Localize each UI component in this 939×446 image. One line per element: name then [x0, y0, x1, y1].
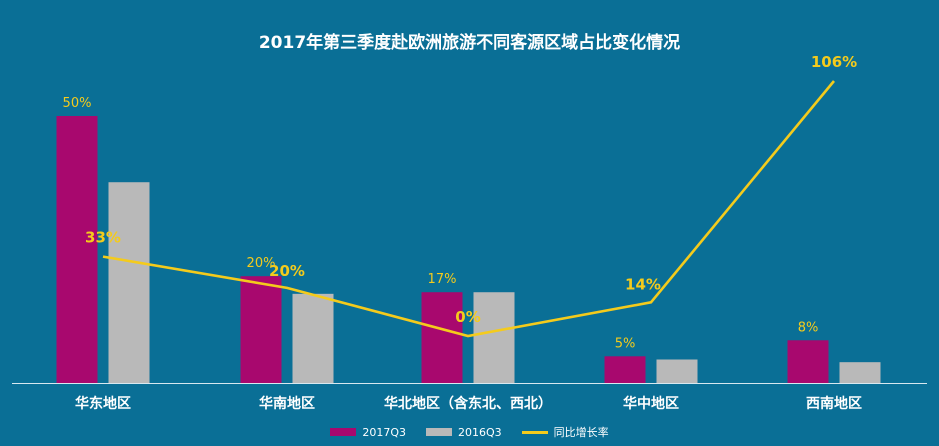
bar-2016 — [292, 293, 334, 383]
x-tick-label: 华南地区 — [259, 395, 315, 412]
line-label-growth: 0% — [455, 308, 480, 326]
bar-label-2017: 50% — [63, 96, 92, 111]
bar-2016 — [108, 182, 150, 383]
line-label-growth: 106% — [811, 53, 857, 71]
bar-2017 — [240, 276, 282, 383]
bar-2017 — [56, 116, 98, 383]
bar-label-2017: 8% — [798, 320, 819, 335]
legend-swatch-growth — [521, 430, 548, 434]
legend-label-2017: 2017Q3 — [362, 425, 406, 439]
legend-item-growth: 同比增长率 — [521, 424, 609, 440]
line-label-growth: 20% — [269, 262, 305, 280]
bar-2016 — [839, 362, 881, 383]
legend-item-2017: 2017Q3 — [330, 426, 406, 439]
series-line-growth — [102, 80, 836, 338]
bar-2017 — [604, 356, 646, 383]
x-tick-label: 华东地区 — [75, 395, 131, 412]
legend-swatch-2016 — [426, 428, 452, 436]
legend-item-2016: 2016Q3 — [426, 426, 502, 439]
x-tick-label: 华中地区 — [623, 395, 679, 412]
legend-label-growth: 同比增长率 — [553, 426, 609, 439]
bar-2016 — [473, 292, 515, 383]
bar-label-2017: 17% — [428, 272, 457, 287]
bar-2016 — [656, 359, 698, 383]
chart-title: 2017年第三季度赴欧洲旅游不同客源区域占比变化情况 — [258, 33, 681, 53]
line-label-growth: 14% — [625, 275, 661, 293]
line-label-growth: 33% — [85, 229, 121, 247]
bar-2017 — [787, 340, 829, 383]
bar-label-2017: 20% — [247, 256, 276, 271]
bar-label-2017: 5% — [615, 336, 636, 351]
legend: 2017Q3 2016Q3 同比增长率 — [0, 424, 939, 440]
legend-swatch-2017 — [330, 428, 357, 436]
legend-label-2016: 2016Q3 — [458, 425, 502, 439]
x-tick-label: 西南地区 — [806, 395, 862, 412]
x-tick-label: 华北地区（含东北、西北） — [384, 395, 552, 412]
bar-2017 — [421, 292, 463, 383]
